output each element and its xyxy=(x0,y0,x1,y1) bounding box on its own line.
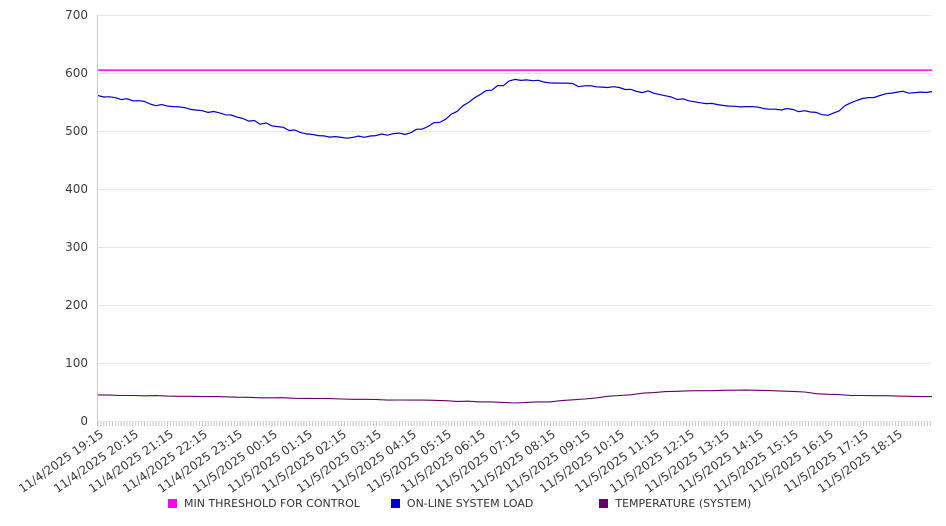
y-tick-label: 500 xyxy=(65,124,88,138)
plot-area xyxy=(97,15,933,426)
legend-swatch-temperature-icon xyxy=(599,499,609,508)
legend-label-temperature: TEMPERATURE (SYSTEM) xyxy=(615,497,752,510)
y-tick-label: 300 xyxy=(65,240,88,254)
legend: MIN THRESHOLD FOR CONTROL ON-LINE SYSTEM… xyxy=(168,497,751,510)
y-tick-label: 400 xyxy=(65,182,88,196)
y-tick-label: 0 xyxy=(80,414,88,428)
legend-item-min-threshold: MIN THRESHOLD FOR CONTROL xyxy=(168,497,360,510)
legend-item-system-load: ON-LINE SYSTEM LOAD xyxy=(390,497,534,510)
legend-item-temperature: TEMPERATURE (SYSTEM) xyxy=(599,497,751,510)
y-tick-label: 200 xyxy=(65,298,88,312)
y-tick-label: 100 xyxy=(65,356,88,370)
y-tick-label: 700 xyxy=(65,8,88,22)
legend-swatch-system-load-icon xyxy=(390,499,400,508)
series-line-on-line-system-load xyxy=(97,78,933,139)
legend-swatch-min-threshold-icon xyxy=(168,499,177,508)
legend-label-min-threshold: MIN THRESHOLD FOR CONTROL xyxy=(184,497,360,510)
y-tick-label: 600 xyxy=(65,66,88,80)
legend-label-system-load: ON-LINE SYSTEM LOAD xyxy=(406,497,534,510)
series-line-temperature-system- xyxy=(97,389,932,404)
